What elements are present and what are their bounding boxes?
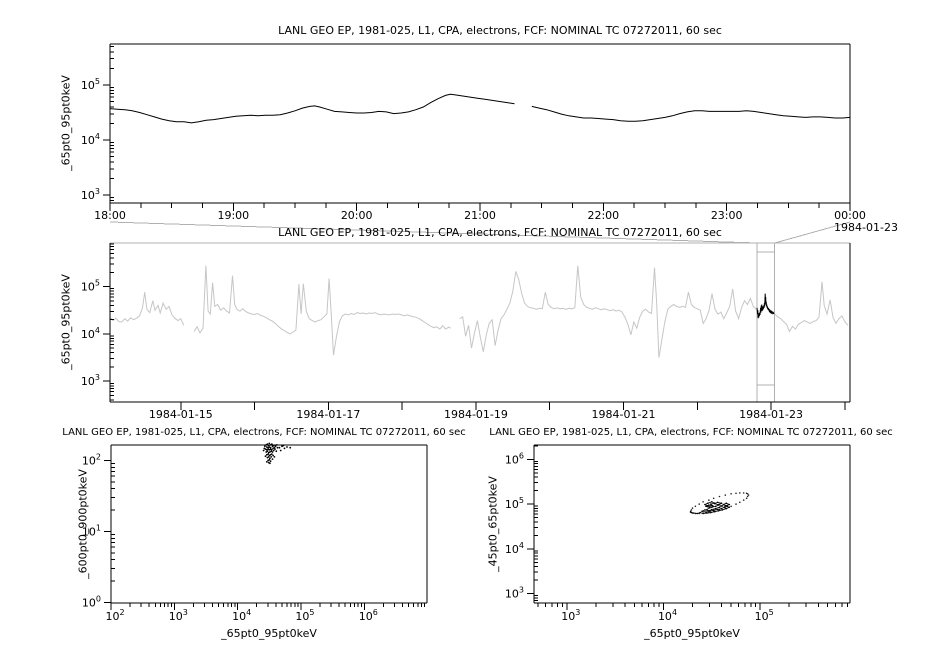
svg-text:103: 103 — [505, 586, 524, 601]
svg-text:1984-01-19: 1984-01-19 — [444, 408, 508, 421]
electron-flux-65-95keV-10day-context — [109, 265, 849, 358]
svg-text:105: 105 — [295, 608, 314, 623]
svg-text:1984-01-21: 1984-01-21 — [592, 408, 656, 421]
top-panel-plot-area[interactable] — [110, 44, 850, 203]
svg-text:104: 104 — [505, 541, 524, 556]
svg-text:20:00: 20:00 — [341, 209, 373, 222]
svg-text:1984-01-23: 1984-01-23 — [739, 408, 803, 421]
br-axes: 103 104 105 106 103 104 105 — [505, 444, 851, 623]
electron-flux-65-95keV-day — [109, 93, 851, 124]
svg-text:105: 105 — [505, 496, 524, 511]
svg-text:19:00: 19:00 — [217, 209, 249, 222]
svg-text:103: 103 — [169, 608, 188, 623]
bl-axes: 100 101 102 102 103 104 105 106 — [82, 444, 428, 623]
context-axes: 103 104 105 1984-01-15 1984-01-17 1984-01-19 1… — [81, 242, 851, 421]
electron-flux-65-95keV-highlighted-interval — [756, 293, 775, 319]
svg-text:1984-01-17: 1984-01-17 — [296, 408, 360, 421]
svg-text:103: 103 — [561, 608, 580, 623]
svg-text:21:00: 21:00 — [464, 209, 496, 222]
svg-text:105: 105 — [755, 608, 774, 623]
svg-text:1984-01-15: 1984-01-15 — [149, 408, 213, 421]
svg-text:102: 102 — [82, 452, 101, 467]
svg-text:104: 104 — [232, 608, 251, 623]
bottom-left-panel-ylabel: _600pt0_900pt0keV — [76, 469, 90, 579]
bottom-left-panel-title: LANL GEO EP, 1981-025, L1, CPA, electron… — [62, 427, 466, 438]
svg-text:22:00: 22:00 — [587, 209, 619, 222]
context-selection-box[interactable] — [756, 243, 775, 402]
svg-text:104: 104 — [81, 326, 100, 341]
svg-text:100: 100 — [82, 595, 101, 610]
bottom-right-panel-xlabel: _65pt0_95pt0keV — [644, 627, 740, 640]
svg-text:103: 103 — [81, 373, 100, 388]
svg-text:105: 105 — [81, 279, 100, 294]
bottom-right-panel-title: LANL GEO EP, 1981-025, L1, CPA, electron… — [489, 427, 893, 438]
top-panel-title: LANL GEO EP, 1981-025, L1, CPA, electron… — [278, 24, 722, 37]
svg-text:18:00: 18:00 — [94, 209, 126, 222]
context-data — [109, 265, 849, 358]
top-axes: 103 104 105 18:00 19:00 20:00 21:00 22:00 23:00 0… — [81, 43, 866, 222]
panel-br: 103 104 105 106 103 104 105 — [505, 444, 851, 623]
svg-text:103: 103 — [81, 187, 100, 202]
panel-top: 103 104 105 18:00 19:00 20:00 21:00 22:00 23:00 0… — [81, 43, 866, 222]
panel-context: 103 104 105 1984-01-15 1984-01-17 1984-01-19 1… — [81, 221, 851, 421]
context-selection-overlay[interactable] — [109, 221, 851, 402]
br-data — [689, 492, 750, 515]
top-data — [109, 93, 851, 124]
svg-text:106: 106 — [505, 451, 524, 466]
top-panel-ylabel: _65pt0_95pt0keV — [59, 75, 73, 171]
svg-text:104: 104 — [658, 608, 677, 623]
context-panel-ylabel: _65pt0_95pt0keV — [59, 274, 73, 370]
svg-text:106: 106 — [359, 608, 378, 623]
bottom-left-panel-xlabel: _65pt0_95pt0keV — [221, 627, 317, 640]
bottom-left-panel-plot-area[interactable] — [111, 445, 427, 603]
svg-text:00:00: 00:00 — [834, 209, 866, 222]
svg-text:101: 101 — [82, 523, 101, 538]
panel-bl: 100 101 102 102 103 104 105 106 — [82, 442, 428, 623]
context-panel-plot-area[interactable] — [110, 243, 850, 402]
svg-text:23:00: 23:00 — [711, 209, 743, 222]
bottom-right-panel-plot-area[interactable] — [534, 445, 850, 603]
svg-text:102: 102 — [105, 608, 124, 623]
top-panel-date-label: 1984-01-23 — [834, 221, 898, 234]
svg-text:104: 104 — [81, 132, 100, 147]
svg-text:105: 105 — [81, 77, 100, 92]
bottom-right-panel-ylabel: _45pt0_65pt0keV — [486, 476, 500, 572]
context-panel-title: LANL GEO EP, 1981-025, L1, CPA, electron… — [278, 226, 722, 239]
